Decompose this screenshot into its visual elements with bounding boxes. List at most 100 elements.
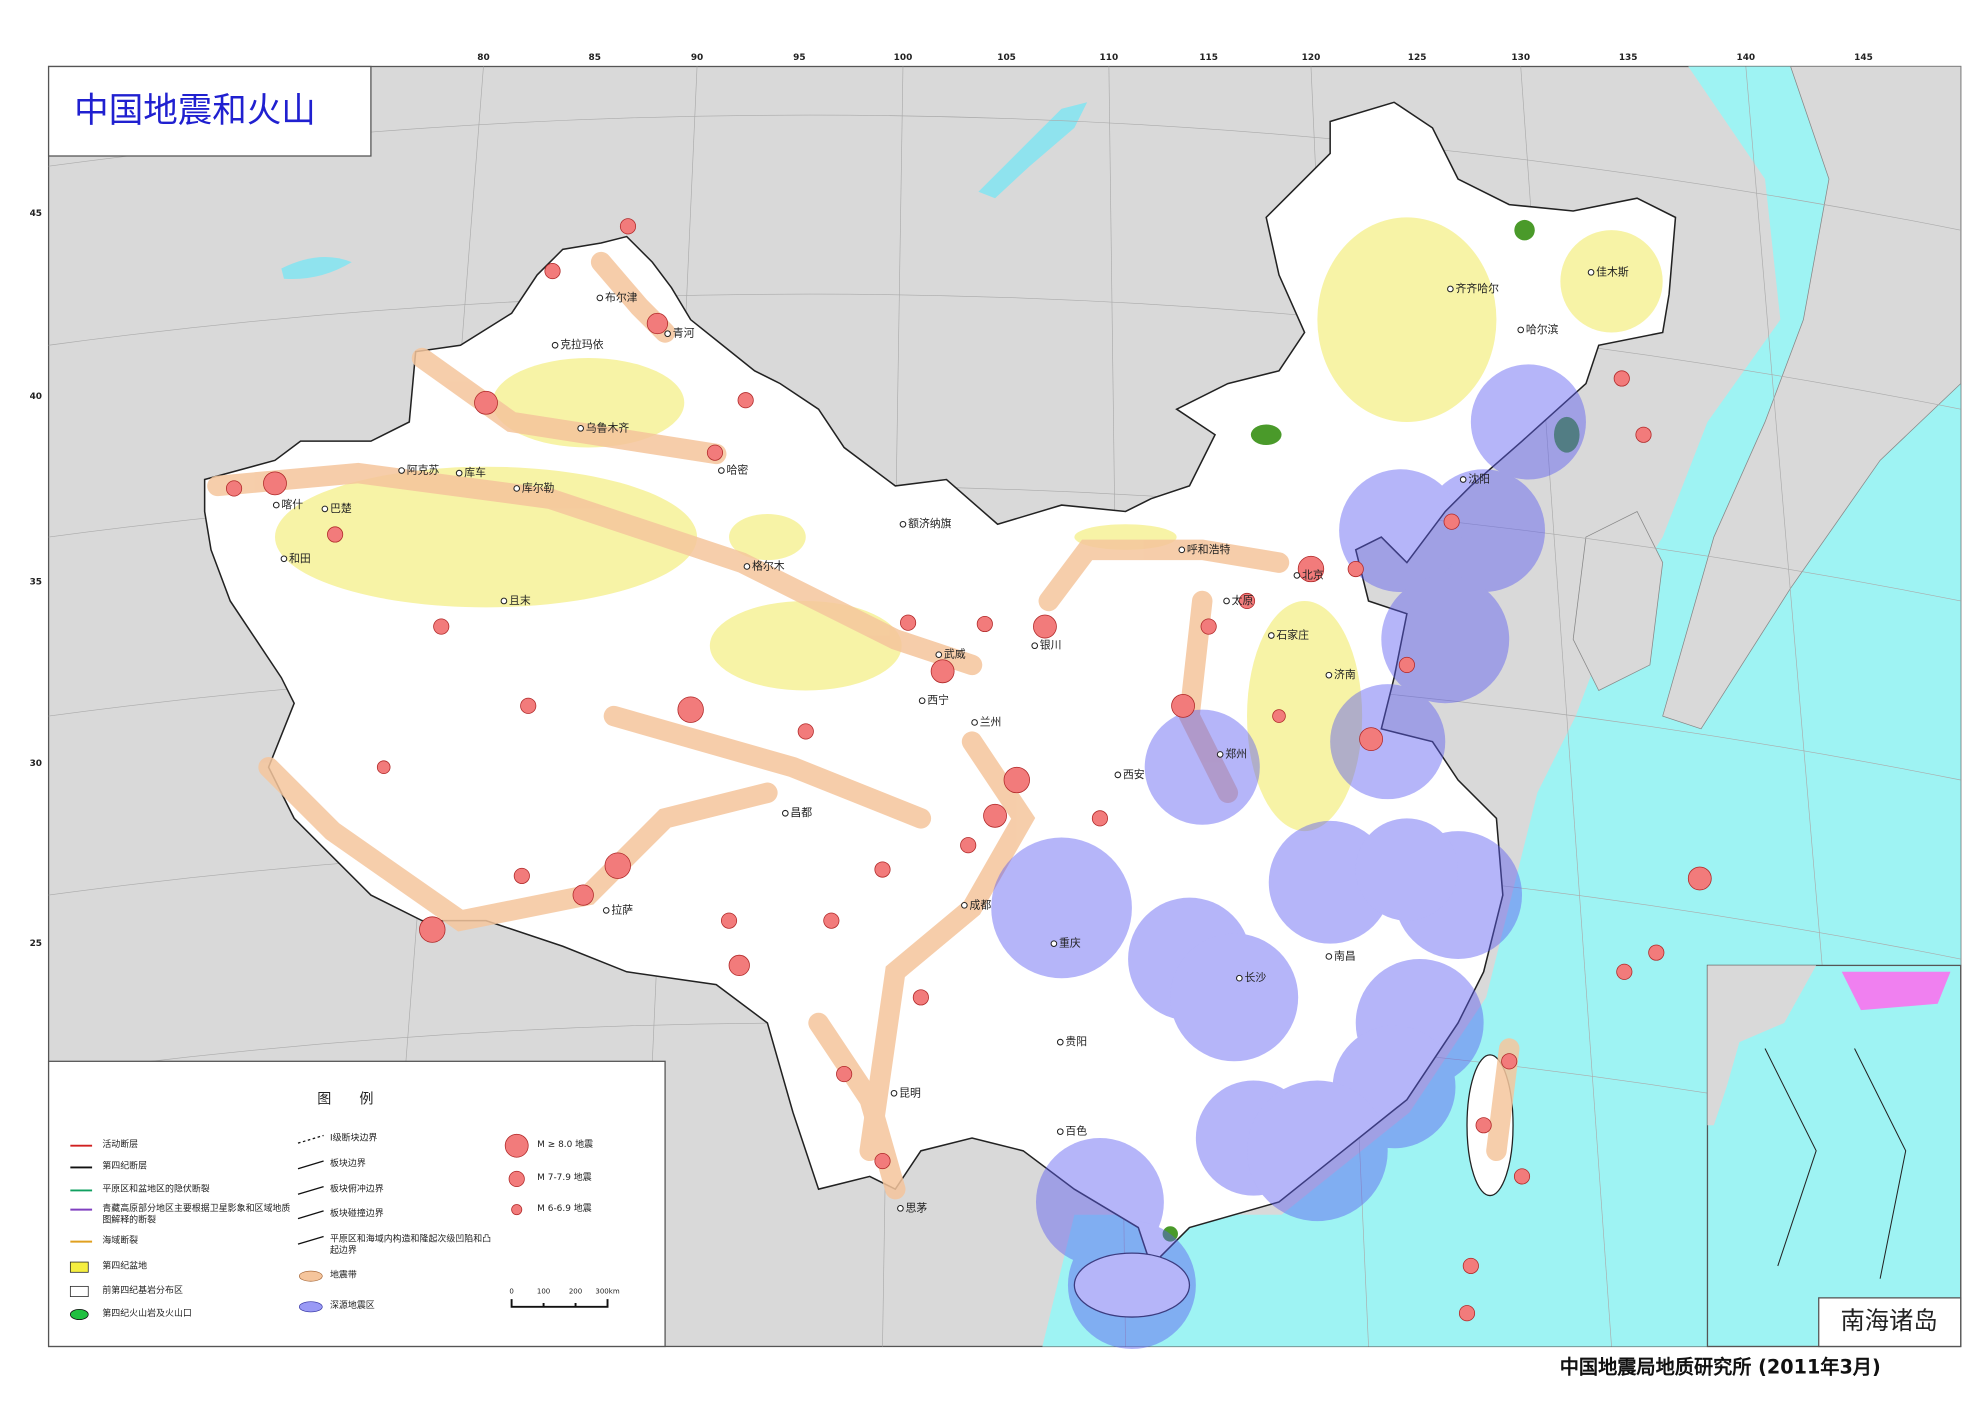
legend-label-box: 平原区和盆地区的隐伏断裂 [102, 1184, 209, 1194]
seismic-belts [207, 251, 1520, 1200]
city-marker [971, 719, 978, 726]
legend-label-box: M 7-7.9 地震 [537, 1173, 591, 1183]
city-marker [1216, 751, 1224, 758]
legend-symbol [69, 1261, 89, 1273]
longitude-label: 85 [589, 53, 601, 63]
credit: 中国地震局地质研究所 (2011年3月) [1560, 1356, 1881, 1379]
legend-label-box: 板块碰撞边界 [330, 1208, 384, 1218]
lake-balkhash [281, 257, 352, 280]
legend-label: 地震带 [329, 1269, 357, 1280]
city-label: 额济纳旗 [908, 516, 952, 530]
longitude-label: 115 [1199, 53, 1218, 63]
legend-symbol [297, 1134, 324, 1144]
city-label: 长沙 [1244, 971, 1266, 984]
city-marker [961, 901, 968, 909]
city-label: 南昌 [1334, 949, 1356, 962]
legend-symbol [69, 1308, 89, 1320]
legend-label: 第四纪火山岩及火山口 [102, 1308, 192, 1319]
legend-label-box: 板块边界 [329, 1158, 366, 1169]
city-label: 济南 [1334, 667, 1356, 681]
longitude-label: 130 [1511, 53, 1530, 63]
legend-symbol [298, 1301, 323, 1313]
legend-symbol [504, 1133, 529, 1158]
city-label: 呼和浩特 [1187, 542, 1231, 556]
japan [1662, 66, 1962, 730]
city-label: 兰州 [980, 715, 1002, 728]
city-marker [1056, 1128, 1064, 1135]
legend-label: 深源地震区 [329, 1300, 375, 1311]
city-marker [1223, 597, 1230, 605]
city-marker [743, 563, 751, 570]
city-label: 重庆 [1059, 936, 1081, 950]
city-marker [1587, 269, 1595, 276]
longitude-label: 80 [477, 53, 489, 63]
inset-label: 南海诸岛 [1840, 1306, 1937, 1335]
legend-symbol [69, 1285, 89, 1297]
city-label: 思茅 [906, 1201, 928, 1214]
legend-symbol [298, 1270, 323, 1282]
city-marker [500, 597, 508, 605]
legend-label-box: 前第四纪基岩分布区 [102, 1285, 183, 1295]
longitude-label: 120 [1302, 53, 1321, 63]
inset-label-box [1818, 1297, 1962, 1348]
legend-label: 第四纪盆地 [102, 1260, 148, 1272]
latitude-label: 35 [30, 577, 42, 587]
city-marker [1325, 671, 1333, 679]
city-label: 布尔津 [605, 291, 638, 304]
scale-label: 300km [595, 1286, 619, 1295]
scale-label: 200 [569, 1286, 582, 1295]
city-label: 石家庄 [1276, 628, 1309, 642]
city-marker [602, 907, 610, 914]
inset-boundary [1764, 1048, 1907, 1279]
city-label: 喀什 [281, 498, 303, 511]
city-marker [596, 294, 604, 302]
city-label: 巴楚 [330, 501, 352, 515]
deep-earthquake-zones [991, 364, 1586, 1350]
legend-label-box: I级断块边界 [329, 1132, 378, 1144]
city-label: 库车 [464, 465, 486, 479]
title-box [47, 65, 372, 157]
city-marker [280, 555, 288, 563]
longitude-label: 105 [997, 53, 1016, 63]
legend-title: 图 例 [317, 1092, 373, 1108]
longitude-label: 145 [1854, 53, 1873, 63]
city-label: 佳木斯 [1596, 264, 1629, 278]
city-marker [551, 341, 559, 349]
legend-label-box: 地震带 [329, 1269, 357, 1280]
legend-label-box: 第四纪盆地 [102, 1260, 148, 1272]
legend-label-box: 板块俯冲边界 [330, 1184, 384, 1194]
city-marker [1459, 476, 1467, 483]
legend-label-box: 海域断裂 [102, 1235, 138, 1245]
longitude-label: 100 [894, 53, 913, 63]
legend-label: 青藏高原部分地区主要根据卫星影象和区域地质图解释的断裂 [102, 1203, 291, 1225]
city-label: 郑州 [1225, 746, 1247, 760]
legend-box [47, 1060, 666, 1348]
city-marker [577, 425, 584, 432]
longitude-label: 140 [1736, 53, 1755, 63]
legend-label: 平原区和海域内构造和隆起次级凹陷和凸起边界 [329, 1233, 492, 1256]
city-marker [1031, 642, 1039, 650]
city-label: 贵阳 [1065, 1035, 1087, 1048]
city-marker [1447, 285, 1454, 293]
latitude-label: 25 [30, 939, 42, 949]
city-marker [1267, 632, 1275, 639]
city-marker [1293, 572, 1301, 579]
hainan [1073, 1252, 1191, 1318]
map-title: 中国地震和火山 [74, 91, 316, 131]
city-marker [718, 467, 725, 474]
city-marker [918, 697, 926, 705]
inset-taiwan [1841, 971, 1951, 1011]
city-marker [321, 505, 329, 513]
city-marker [455, 469, 463, 477]
legend-label: 板块边界 [329, 1158, 366, 1169]
scale-label: 0 [509, 1286, 513, 1295]
legend-label: I级断块边界 [329, 1132, 378, 1144]
legend-label: M 6-6.9 地震 [537, 1203, 592, 1214]
legend-label: M ≥ 8.0 地震 [537, 1139, 594, 1150]
city-label: 沈阳 [1468, 472, 1490, 486]
city-label: 阿克苏 [407, 464, 440, 477]
city-label: 武威 [944, 648, 966, 661]
city-marker [935, 651, 943, 659]
